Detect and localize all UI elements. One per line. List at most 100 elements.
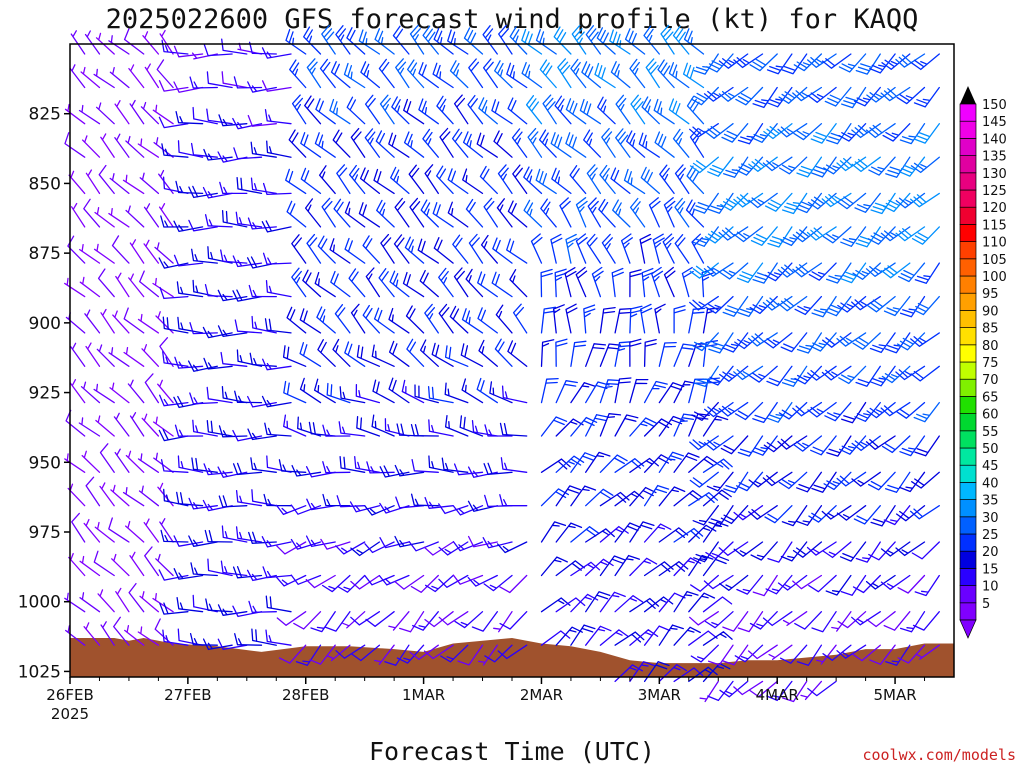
wind-barb	[867, 471, 896, 491]
wind-barb	[234, 319, 263, 334]
credit-link[interactable]: coolwx.com/models	[862, 746, 1016, 764]
wind-barb	[763, 332, 793, 349]
y-tick-label: 950	[29, 453, 61, 473]
wind-barb	[188, 535, 218, 547]
wind-barb	[428, 455, 454, 473]
wind-barb	[629, 269, 642, 298]
wind-barb	[428, 419, 454, 437]
wind-barb	[866, 86, 896, 103]
colorbar-label: 25	[982, 528, 999, 543]
wind-barb	[138, 485, 160, 507]
wind-barb	[140, 101, 160, 125]
wind-barb	[93, 243, 115, 264]
wind-barb	[599, 591, 626, 613]
wind-barb	[441, 457, 469, 473]
wind-barb	[557, 58, 572, 89]
wind-barb	[778, 156, 808, 175]
wind-barb	[247, 114, 277, 127]
wind-barb	[702, 555, 730, 577]
wind-barb	[585, 343, 607, 367]
wind-barb	[881, 262, 911, 279]
wind-barb	[866, 295, 896, 313]
wind-barb	[128, 273, 145, 298]
wind-barb	[158, 569, 189, 581]
wind-barb	[768, 644, 793, 661]
wind-barb	[733, 680, 764, 696]
wind-barb	[173, 535, 204, 547]
wind-barb	[418, 62, 439, 89]
wind-barb	[424, 164, 439, 195]
wind-barb	[719, 262, 749, 280]
wind-barb	[388, 377, 410, 404]
wind-barb	[248, 284, 277, 298]
colorbar-label: 135	[982, 150, 1007, 165]
wind-barb	[139, 270, 160, 298]
wind-barb	[866, 401, 896, 419]
wind-barb	[792, 262, 823, 278]
wind-barb	[155, 553, 174, 577]
wind-barb	[162, 316, 189, 334]
wind-barb	[530, 233, 543, 264]
wind-barb	[896, 401, 926, 419]
wind-barb	[330, 61, 351, 89]
wind-barb	[206, 419, 233, 437]
wind-barb	[291, 267, 307, 298]
wind-barb	[722, 295, 749, 317]
wind-barb	[265, 629, 292, 646]
wind-barb	[497, 644, 528, 660]
wind-barb	[452, 505, 484, 516]
colorbar-cell	[959, 344, 977, 363]
wind-barb	[158, 116, 189, 129]
wind-barb	[262, 252, 292, 265]
wind-barb	[309, 644, 336, 665]
wind-barb	[440, 644, 469, 663]
wind-barb	[85, 476, 101, 507]
wind-barb	[781, 53, 808, 75]
wind-barb	[512, 164, 528, 195]
wind-barb	[821, 53, 852, 69]
wind-barb	[764, 262, 793, 282]
wind-barb	[388, 132, 410, 158]
wind-barb	[108, 347, 130, 367]
wind-barb	[95, 415, 115, 437]
wind-barb	[736, 574, 764, 595]
colorbar: 5 10 15 20 25 30 35 40 45 50 55 60 65 70 75 80 85 90 95 100…	[959, 86, 1007, 639]
wind-barb	[885, 471, 911, 493]
wind-barb	[113, 616, 130, 646]
wind-barb	[836, 471, 867, 487]
wind-barb	[364, 505, 395, 516]
wind-barb	[190, 562, 218, 577]
wind-barb	[555, 626, 583, 646]
wind-barb	[540, 630, 571, 646]
wind-barb	[143, 239, 160, 264]
wind-barb	[71, 512, 86, 543]
wind-barb	[286, 306, 307, 334]
wind-barb	[424, 611, 454, 628]
wind-barb	[85, 342, 101, 367]
wind-barb	[129, 239, 145, 264]
wind-barb	[663, 197, 676, 228]
wind-barb	[493, 611, 513, 633]
wind-barb	[115, 272, 130, 298]
colorbar-label: 15	[982, 562, 999, 577]
wind-barb	[796, 471, 823, 493]
wind-barb	[355, 384, 381, 404]
wind-barb	[461, 308, 484, 334]
wind-barb	[203, 44, 233, 57]
wind-barb	[777, 262, 808, 278]
wind-barb	[705, 295, 734, 314]
wind-barb	[360, 61, 381, 89]
wind-barbs	[64, 24, 940, 703]
wind-barb	[334, 304, 351, 334]
wind-barb	[734, 332, 764, 350]
wind-barb	[883, 611, 911, 631]
wind-barb	[766, 86, 793, 108]
wind-barb	[234, 633, 263, 646]
x-tick-label: 1MAR	[402, 686, 445, 704]
wind-barb	[611, 267, 624, 298]
wind-barb	[525, 95, 543, 125]
wind-barb	[899, 435, 926, 457]
wind-barb	[246, 256, 277, 269]
wind-barb	[766, 680, 793, 702]
